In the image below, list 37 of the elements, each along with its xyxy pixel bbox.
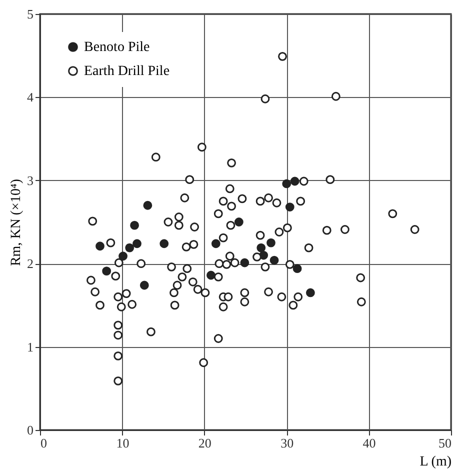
point (96, 242, 104, 251)
point (102, 266, 112, 276)
point (256, 243, 266, 252)
point (130, 220, 139, 230)
x-tick-label: 0 (40, 436, 47, 450)
point (270, 256, 279, 265)
point (160, 239, 169, 248)
y-tick-label: 1 (27, 339, 34, 354)
legend-label: Earth Drill Pile (84, 64, 170, 79)
point (282, 179, 292, 188)
point (206, 270, 216, 280)
legend-label: Benoto Pile (84, 40, 150, 55)
y-axis-title: Rm, KN (×10⁴) (9, 178, 24, 266)
y-tick-label: 4 (27, 90, 34, 105)
x-axis-title: L (m) (420, 454, 452, 470)
y-tick-label: 0 (27, 422, 34, 438)
y-tick-label: 5 (27, 6, 34, 22)
point (234, 218, 244, 226)
point (285, 202, 294, 212)
x-tick-label: 20 (198, 436, 212, 450)
point (292, 264, 302, 274)
y-tick-label: 2 (27, 256, 34, 272)
point (140, 280, 149, 290)
x-tick-label: 30 (280, 436, 294, 450)
y-tick-label: 3 (27, 172, 34, 188)
point (240, 258, 250, 268)
point (211, 239, 220, 248)
point (118, 252, 128, 261)
point (266, 238, 276, 248)
x-tick-label: 50 (438, 436, 452, 450)
point (143, 200, 152, 210)
point (132, 239, 142, 248)
point (290, 176, 300, 186)
point (125, 243, 134, 252)
point (306, 288, 315, 298)
x-tick-label: 10 (116, 436, 130, 450)
x-tick-label: 40 (362, 436, 376, 450)
